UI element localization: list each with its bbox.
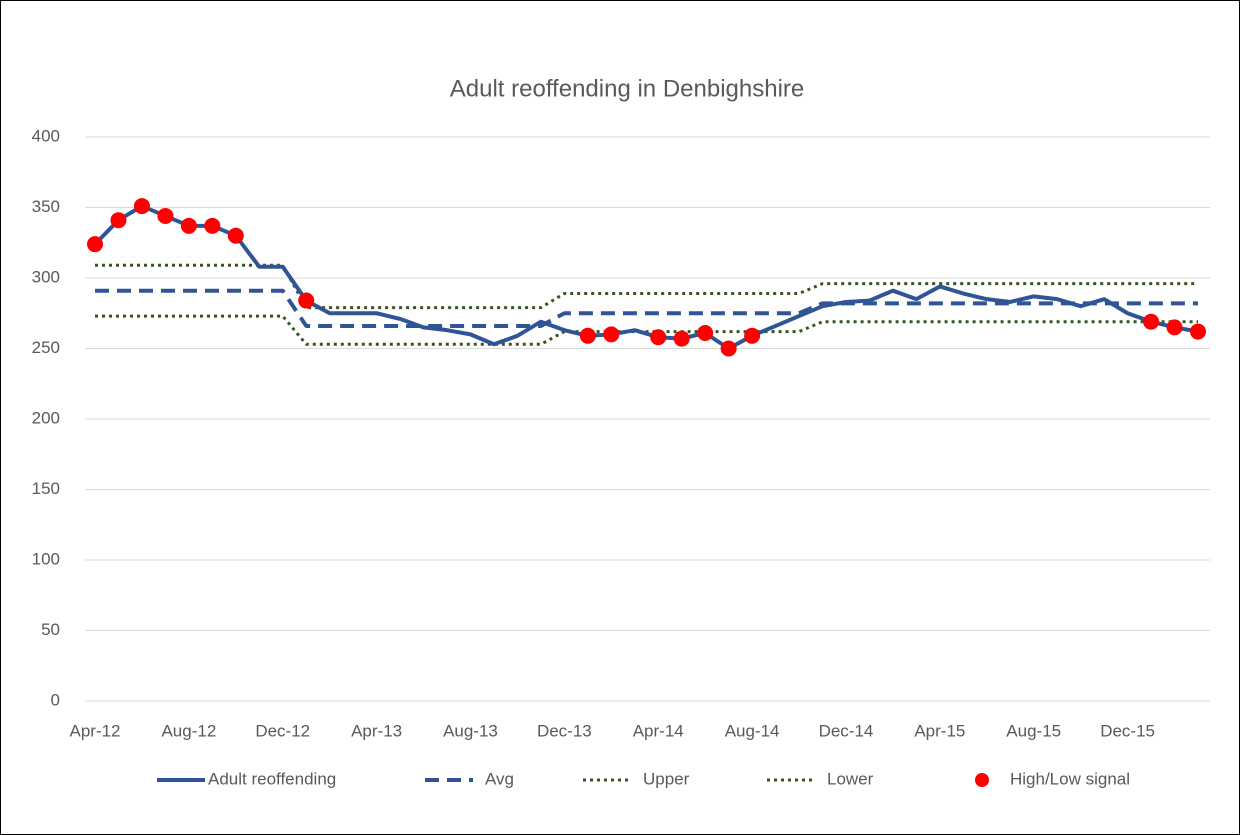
legend-label: Avg <box>485 769 514 788</box>
signal-marker <box>133 198 150 215</box>
x-tick-label: Apr-12 <box>69 721 120 740</box>
y-tick-label: 0 <box>51 690 60 709</box>
y-tick-label: 300 <box>32 267 60 286</box>
y-tick-label: 400 <box>32 126 60 145</box>
x-tick-label: Aug-15 <box>1006 721 1061 740</box>
x-tick-label: Aug-12 <box>161 721 216 740</box>
x-tick-label: Aug-13 <box>443 721 498 740</box>
series-line <box>95 314 1198 346</box>
y-tick-label: 200 <box>32 408 60 427</box>
y-tick-label: 250 <box>32 338 60 357</box>
x-tick-label: Aug-14 <box>725 721 780 740</box>
signal-marker <box>673 330 690 347</box>
signal-marker <box>227 227 244 244</box>
signal-marker <box>650 329 667 346</box>
signal-marker <box>157 207 174 224</box>
signal-marker <box>87 236 103 253</box>
legend-marker <box>975 773 989 787</box>
signal-marker <box>180 217 197 234</box>
x-tick-label: Apr-15 <box>914 721 965 740</box>
signal-marker <box>579 327 596 344</box>
x-tick-label: Apr-14 <box>633 721 684 740</box>
x-tick-label: Dec-14 <box>819 721 874 740</box>
signal-marker <box>1143 313 1160 330</box>
series-line <box>93 204 1199 351</box>
signal-marker <box>1190 323 1206 340</box>
y-tick-label: 150 <box>32 479 60 498</box>
x-tick-label: Dec-15 <box>1100 721 1155 740</box>
x-tick-label: Dec-12 <box>255 721 310 740</box>
signal-marker <box>298 292 315 309</box>
legend-label: High/Low signal <box>1010 769 1130 788</box>
y-tick-label: 100 <box>32 549 60 568</box>
legend-label: Upper <box>643 769 690 788</box>
signal-marker <box>204 217 221 234</box>
signal-marker <box>720 340 737 357</box>
legend-label: Adult reoffending <box>208 769 336 788</box>
signal-marker <box>697 324 714 341</box>
y-tick-label: 350 <box>32 197 60 216</box>
legend-label: Lower <box>827 769 874 788</box>
series-line <box>95 288 1198 328</box>
x-tick-label: Apr-13 <box>351 721 402 740</box>
signal-marker <box>110 212 127 229</box>
chart-title: Adult reoffending in Denbighshire <box>450 75 804 102</box>
signal-marker <box>1166 319 1183 336</box>
y-tick-label: 50 <box>41 620 60 639</box>
signal-marker <box>603 326 620 343</box>
x-tick-label: Dec-13 <box>537 721 592 740</box>
signal-marker <box>744 327 761 344</box>
